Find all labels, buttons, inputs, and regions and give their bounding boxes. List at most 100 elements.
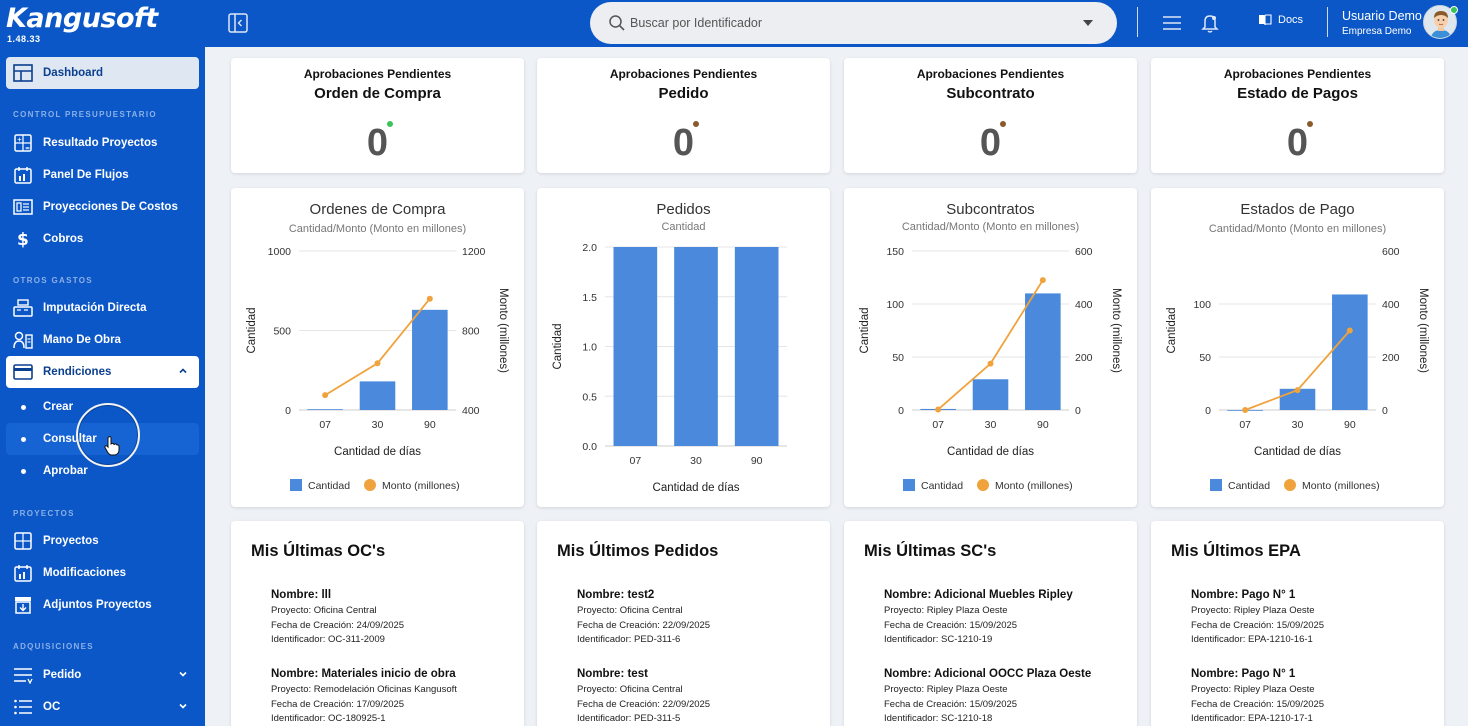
list-item[interactable]: Nombre: Pago N° 1 Proyecto: Ripley Plaza…	[1191, 668, 1324, 726]
line-point[interactable]	[1242, 407, 1249, 413]
chevron-down-icon[interactable]	[177, 700, 189, 712]
chart-card-estados-de-pago: Estados de Pago Cantidad/Monto (Monto en…	[1151, 188, 1444, 507]
sidebar-item-resultado-proyectos[interactable]: + = Resultado Proyectos	[6, 127, 199, 159]
chart-subtitle: Cantidad	[661, 221, 706, 233]
money-bill-icon	[12, 196, 34, 218]
sidebar-item-imputacion-directa[interactable]: Imputación Directa	[6, 292, 199, 324]
menu-icon[interactable]	[1161, 12, 1183, 34]
legend-swatch-cantidad[interactable]	[1210, 479, 1222, 491]
legend-swatch-monto[interactable]	[364, 479, 376, 491]
search-placeholder: Buscar por Identificador	[630, 16, 763, 30]
dropdown-caret-icon[interactable]	[1083, 20, 1093, 26]
app-logo[interactable]: Kangusoft	[6, 3, 158, 34]
list-item[interactable]: Nombre: Pago N° 1 Proyecto: Ripley Plaza…	[1191, 589, 1324, 648]
y-axis-title: Cantidad	[859, 307, 871, 353]
line-point[interactable]	[987, 360, 994, 367]
entry-date: Fecha de Creación: 24/09/2025	[271, 619, 405, 631]
x-tick-label: 90	[424, 419, 436, 431]
list-card-ultimos-epa: Mis Últimos EPA Nombre: Pago N° 1 Proyec…	[1151, 521, 1444, 726]
checklist-icon	[12, 696, 34, 718]
line-point[interactable]	[1039, 277, 1046, 284]
entry-name: Nombre: Pago N° 1	[1191, 668, 1296, 680]
y2-tick-label: 400	[1075, 299, 1093, 311]
sidebar-item-proyecciones-de-costos[interactable]: Proyecciones De Costos	[6, 191, 199, 223]
y2-axis-title: Monto (millones)	[1417, 288, 1429, 373]
y2-tick-label: 0	[1382, 405, 1388, 417]
sidebar-item-rendiciones[interactable]: Rendiciones	[6, 356, 199, 388]
avatar[interactable]	[1423, 5, 1457, 39]
sidebar-item-oc[interactable]: OC	[6, 691, 199, 723]
line-point[interactable]	[1294, 387, 1301, 394]
avatar-face-icon	[1431, 11, 1451, 38]
sidebar-subitem-aprobar[interactable]: Aprobar	[6, 455, 199, 487]
chevron-up-icon[interactable]	[177, 365, 189, 377]
legend-swatch-cantidad[interactable]	[903, 479, 915, 491]
legend-label[interactable]: Cantidad	[308, 480, 350, 492]
legend-label[interactable]: Monto (millones)	[1302, 480, 1380, 492]
legend-swatch-cantidad[interactable]	[290, 479, 302, 491]
list-item[interactable]: Nombre: test Proyecto: Oficina Central F…	[577, 668, 710, 726]
notification-bell-icon[interactable]	[1199, 12, 1221, 34]
sidebar-item-label: Modificaciones	[43, 567, 127, 579]
line-point[interactable]	[374, 360, 381, 367]
list-item[interactable]: Nombre: test2 Proyecto: Oficina Central …	[577, 589, 710, 648]
sidebar-item-pedido[interactable]: Pedido	[6, 659, 199, 691]
x-tick-label: 07	[1239, 419, 1251, 431]
user-company: Empresa Demo	[1342, 26, 1412, 37]
y-tick-label: 50	[892, 352, 904, 364]
docs-link[interactable]: Docs	[1258, 14, 1303, 26]
kpi-card-subcontrato[interactable]: Aprobaciones Pendientes Subcontrato 0	[844, 58, 1137, 173]
line-point[interactable]	[1346, 327, 1353, 334]
list-item[interactable]: Nombre: Adicional OOCC Plaza Oeste Proye…	[884, 668, 1091, 726]
line-point[interactable]	[935, 406, 942, 413]
sidebar-item-panel-de-flujos[interactable]: Panel De Flujos	[6, 159, 199, 191]
bar[interactable]	[972, 379, 1009, 410]
bar[interactable]	[613, 247, 658, 446]
sidebar-item-adjuntos-proyectos[interactable]: Adjuntos Proyectos	[6, 589, 199, 621]
entry-project: Proyecto: Ripley Plaza Oeste	[884, 605, 1008, 616]
x-axis-title: Cantidad de días	[1254, 446, 1341, 458]
legend-label[interactable]: Cantidad	[1228, 480, 1270, 492]
legend-label[interactable]: Monto (millones)	[382, 480, 460, 492]
list-card-ultimos-pedidos: Mis Últimos Pedidos Nombre: test2 Proyec…	[537, 521, 830, 726]
y-axis-title: Cantidad	[246, 307, 258, 353]
online-status-badge	[1450, 6, 1458, 14]
sidebar-item-modificaciones[interactable]: Modificaciones	[6, 557, 199, 589]
sidebar-item-proyectos[interactable]: Proyectos	[6, 525, 199, 557]
bar[interactable]	[307, 409, 343, 411]
bar[interactable]	[359, 381, 396, 410]
chart-title: Estados de Pago	[1240, 201, 1355, 218]
sidebar-item-cobros[interactable]: $ Cobros	[6, 223, 199, 255]
y2-tick-label: 0	[1075, 405, 1081, 417]
list-item[interactable]: Nombre: lll Proyecto: Oficina Central Fe…	[271, 589, 404, 648]
kpi-title: Pedido	[658, 85, 709, 102]
kpi-card-pedido[interactable]: Aprobaciones Pendientes Pedido 0	[537, 58, 830, 173]
sidebar-item-mano-de-obra[interactable]: Mano De Obra	[6, 324, 199, 356]
kpi-value: 0	[1286, 122, 1309, 164]
bar[interactable]	[1025, 293, 1061, 410]
y-tick-label: 1.5	[582, 292, 597, 304]
sidebar-subitem-crear[interactable]: Crear	[6, 391, 199, 423]
legend-label[interactable]: Monto (millones)	[995, 480, 1073, 492]
kpi-card-orden-de-compra[interactable]: Aprobaciones Pendientes Orden de Compra …	[231, 58, 524, 173]
sidebar-item-dashboard[interactable]: Dashboard	[6, 57, 199, 89]
user-name[interactable]: Usuario Demo	[1342, 9, 1422, 23]
bar[interactable]	[674, 247, 718, 446]
search-input[interactable]: Buscar por Identificador	[590, 2, 1117, 44]
chart-subtitle: Cantidad/Monto (Monto en millones)	[1208, 223, 1387, 235]
header-divider	[1137, 7, 1138, 37]
legend-swatch-monto[interactable]	[1284, 479, 1296, 491]
bar[interactable]	[1332, 294, 1368, 410]
chevron-down-icon[interactable]	[177, 668, 189, 680]
legend-label[interactable]: Cantidad	[921, 480, 963, 492]
list-item[interactable]: Nombre: Materiales inicio de obra Proyec…	[271, 668, 457, 726]
line-point[interactable]	[426, 295, 433, 302]
sidebar-toggle-icon[interactable]	[227, 12, 249, 34]
line-point[interactable]	[322, 392, 329, 399]
legend-swatch-monto[interactable]	[977, 479, 989, 491]
kpi-card-estado-de-pagos[interactable]: Aprobaciones Pendientes Estado de Pagos …	[1151, 58, 1444, 173]
bar[interactable]	[412, 309, 448, 410]
y-tick-label: 1.0	[582, 342, 597, 354]
bar[interactable]	[734, 247, 779, 446]
list-item[interactable]: Nombre: Adicional Muebles Ripley Proyect…	[884, 589, 1073, 648]
